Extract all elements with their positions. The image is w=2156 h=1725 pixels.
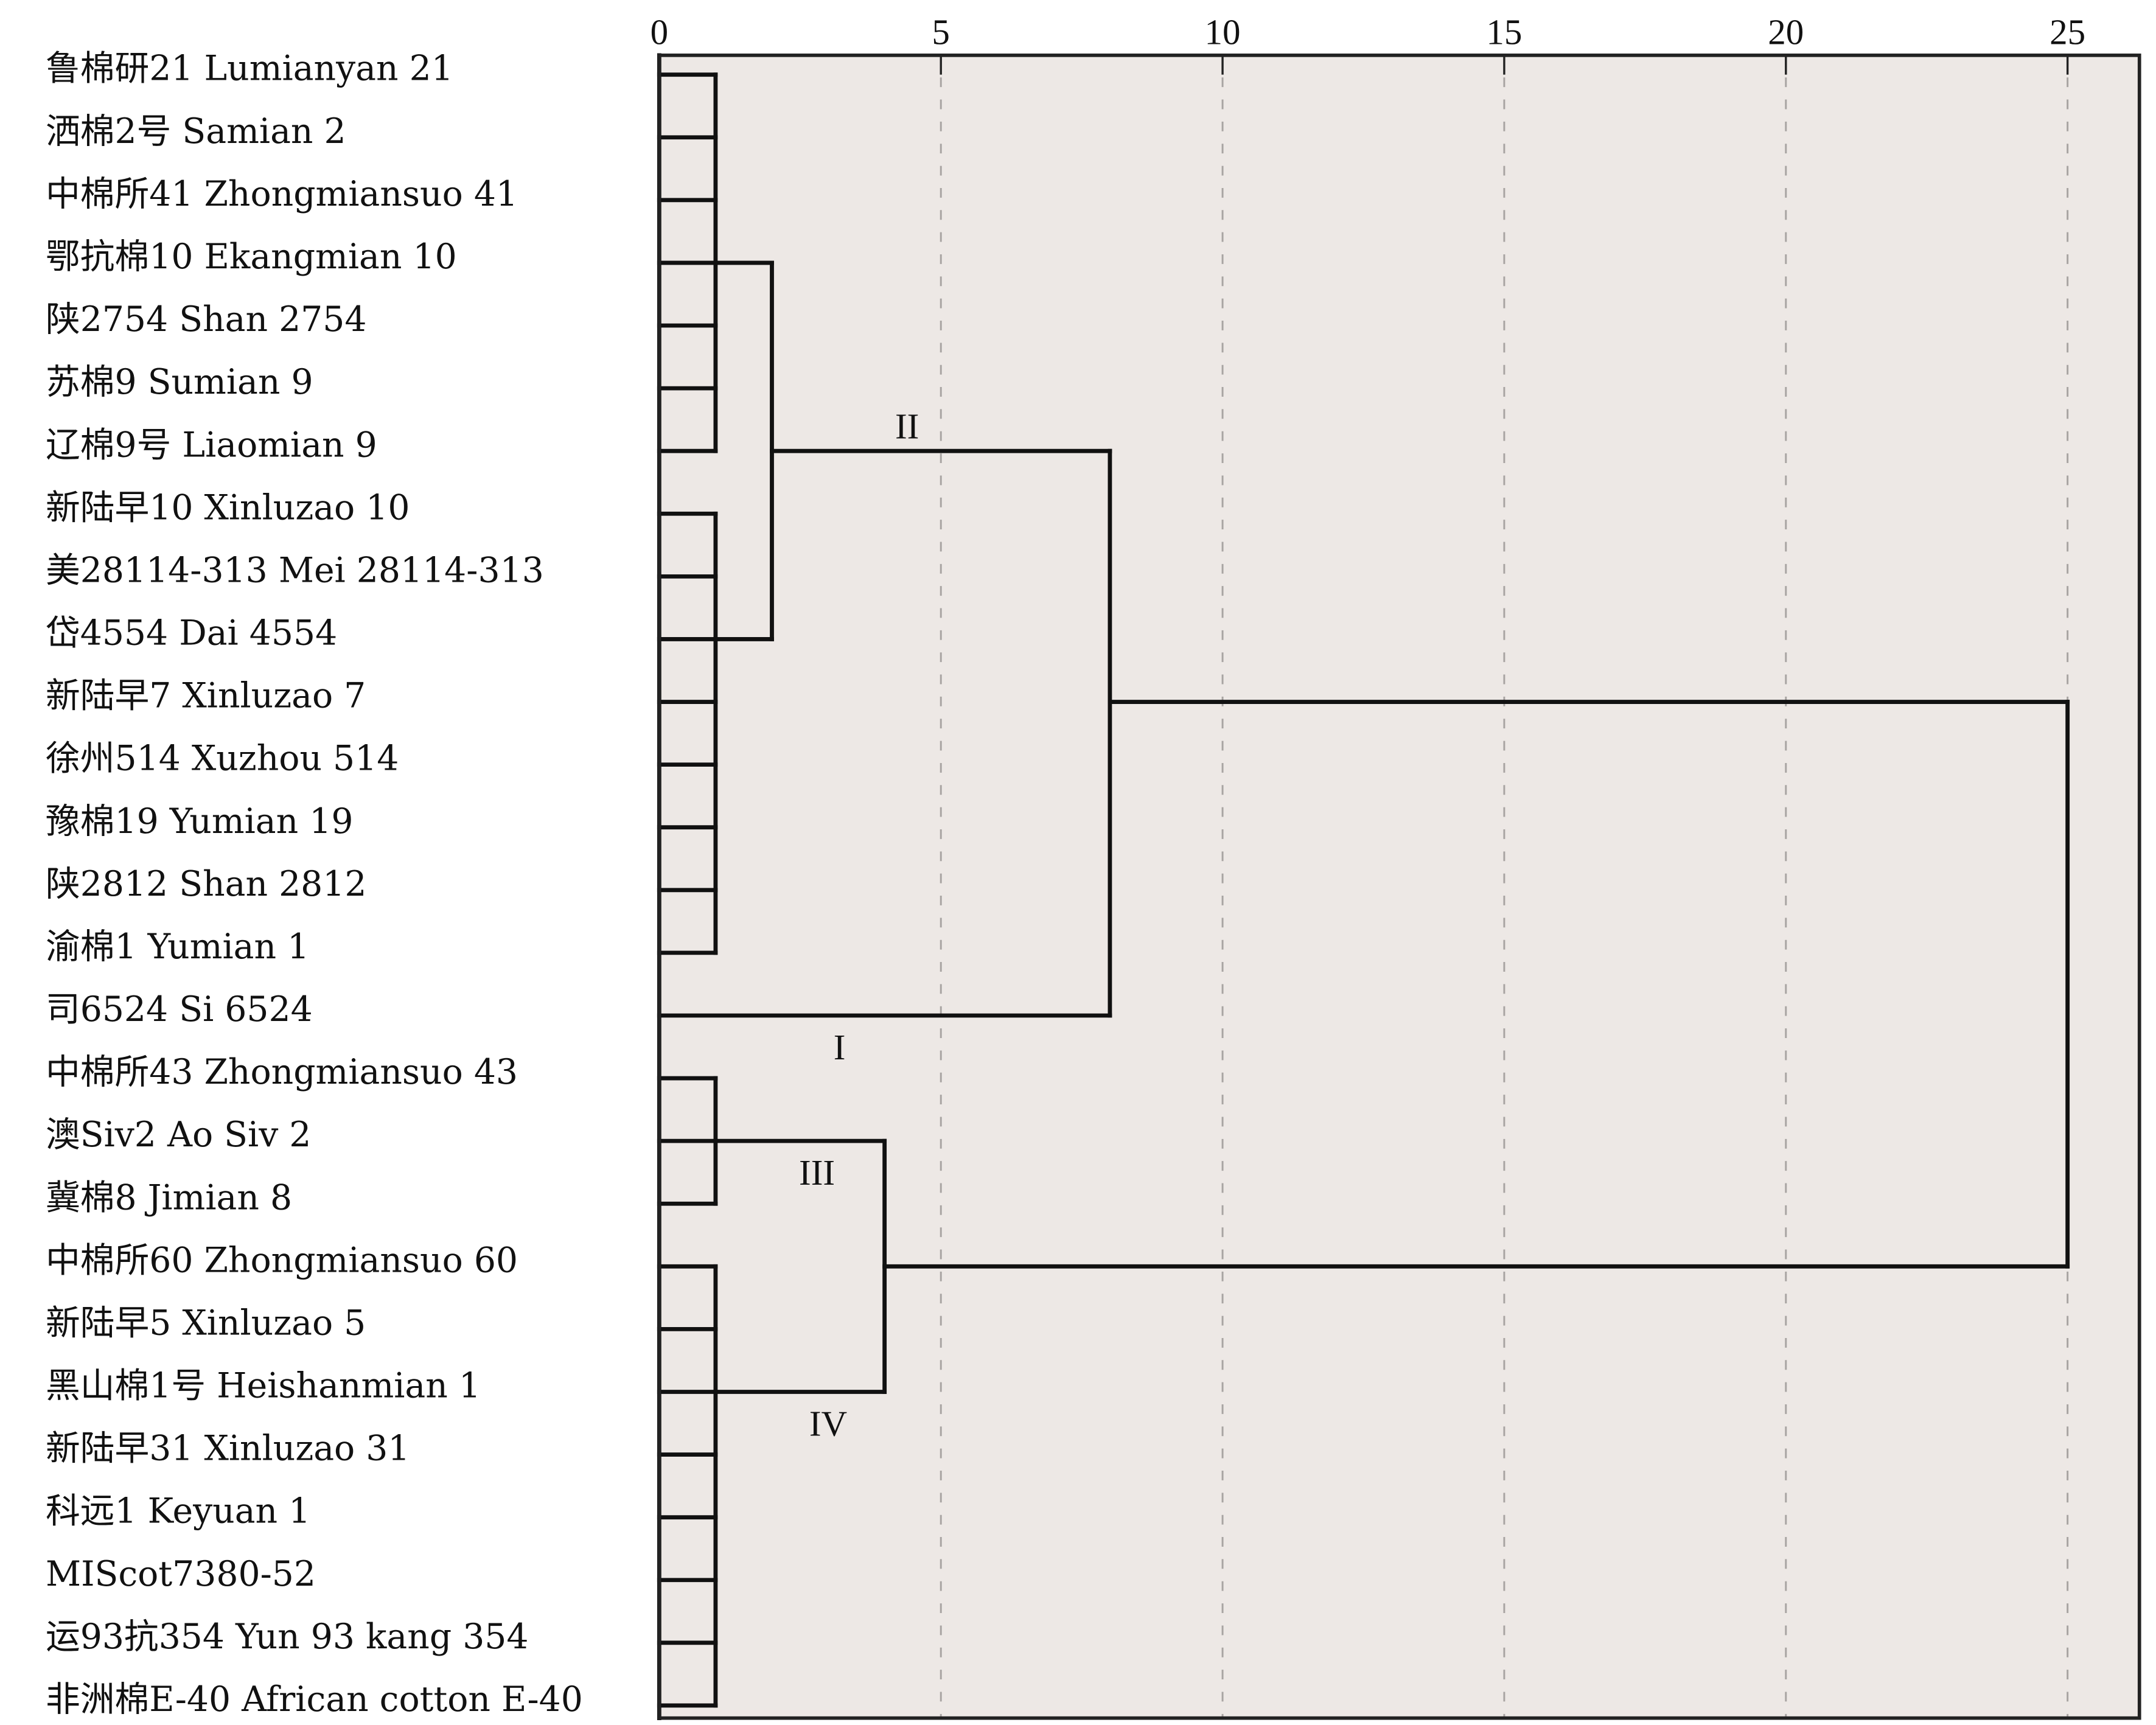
leaf-label: 陕2754 Shan 2754 [46, 299, 367, 340]
leaf-label: 豫棉19 Yumian 19 [46, 801, 354, 842]
leaf-label: 陕2812 Shan 2812 [46, 864, 367, 904]
leaf-label: 科远1 Keyuan 1 [46, 1491, 310, 1532]
leaf-label: 中棉所41 Zhongmiansuo 41 [46, 174, 518, 214]
leaf-label: 黑山棉1号 Heishanmian 1 [46, 1366, 481, 1406]
cluster-label: I [834, 1027, 846, 1067]
leaf-label: 新陆早10 Xinluzao 10 [46, 487, 410, 528]
leaf-label: 司6524 Si 6524 [46, 989, 313, 1030]
x-tick-label: 0 [651, 12, 669, 52]
leaf-label: 中棉所43 Zhongmiansuo 43 [46, 1052, 518, 1092]
x-tick-label: 10 [1205, 12, 1241, 52]
leaf-label: 鲁棉研21 Lumianyan 21 [46, 49, 453, 89]
leaf-label: 冀棉8 Jimian 8 [46, 1177, 292, 1218]
leaf-label: 非洲棉E-40 African cotton E-40 [46, 1679, 583, 1720]
x-tick-label: 5 [932, 12, 950, 52]
leaf-label: 美28114-313 Mei 28114-313 [46, 550, 544, 590]
cluster-label: III [799, 1152, 835, 1193]
leaf-label: MIScot7380-52 [46, 1554, 316, 1594]
leaf-label: 中棉所60 Zhongmiansuo 60 [46, 1240, 518, 1280]
x-tick-label: 25 [2050, 12, 2085, 52]
leaf-label: 新陆早31 Xinluzao 31 [46, 1429, 410, 1469]
leaf-label: 渝棉1 Yumian 1 [46, 927, 309, 967]
x-tick-label: 15 [1486, 12, 1522, 52]
cluster-label: IV [809, 1403, 847, 1443]
leaf-label: 苏棉9 Sumian 9 [46, 362, 313, 402]
leaf-label: 岱4554 Dai 4554 [46, 613, 337, 653]
leaf-label: 运93抗354 Yun 93 kang 354 [46, 1617, 529, 1657]
leaf-label: 洒棉2号 Samian 2 [46, 111, 346, 152]
x-tick-label: 20 [1768, 12, 1804, 52]
leaf-label: 澳Siv2 Ao Siv 2 [46, 1115, 311, 1155]
leaf-label: 鄂抗棉10 Ekangmian 10 [46, 237, 457, 277]
leaf-label: 徐州514 Xuzhou 514 [46, 739, 399, 779]
leaf-label: 新陆早5 Xinluzao 5 [46, 1303, 366, 1343]
plot-area [659, 55, 2140, 1718]
cluster-label: II [895, 406, 919, 446]
leaf-label: 新陆早7 Xinluzao 7 [46, 676, 366, 716]
plot-frame [657, 54, 2141, 1720]
leaf-label: 辽棉9号 Liaomian 9 [46, 425, 377, 465]
